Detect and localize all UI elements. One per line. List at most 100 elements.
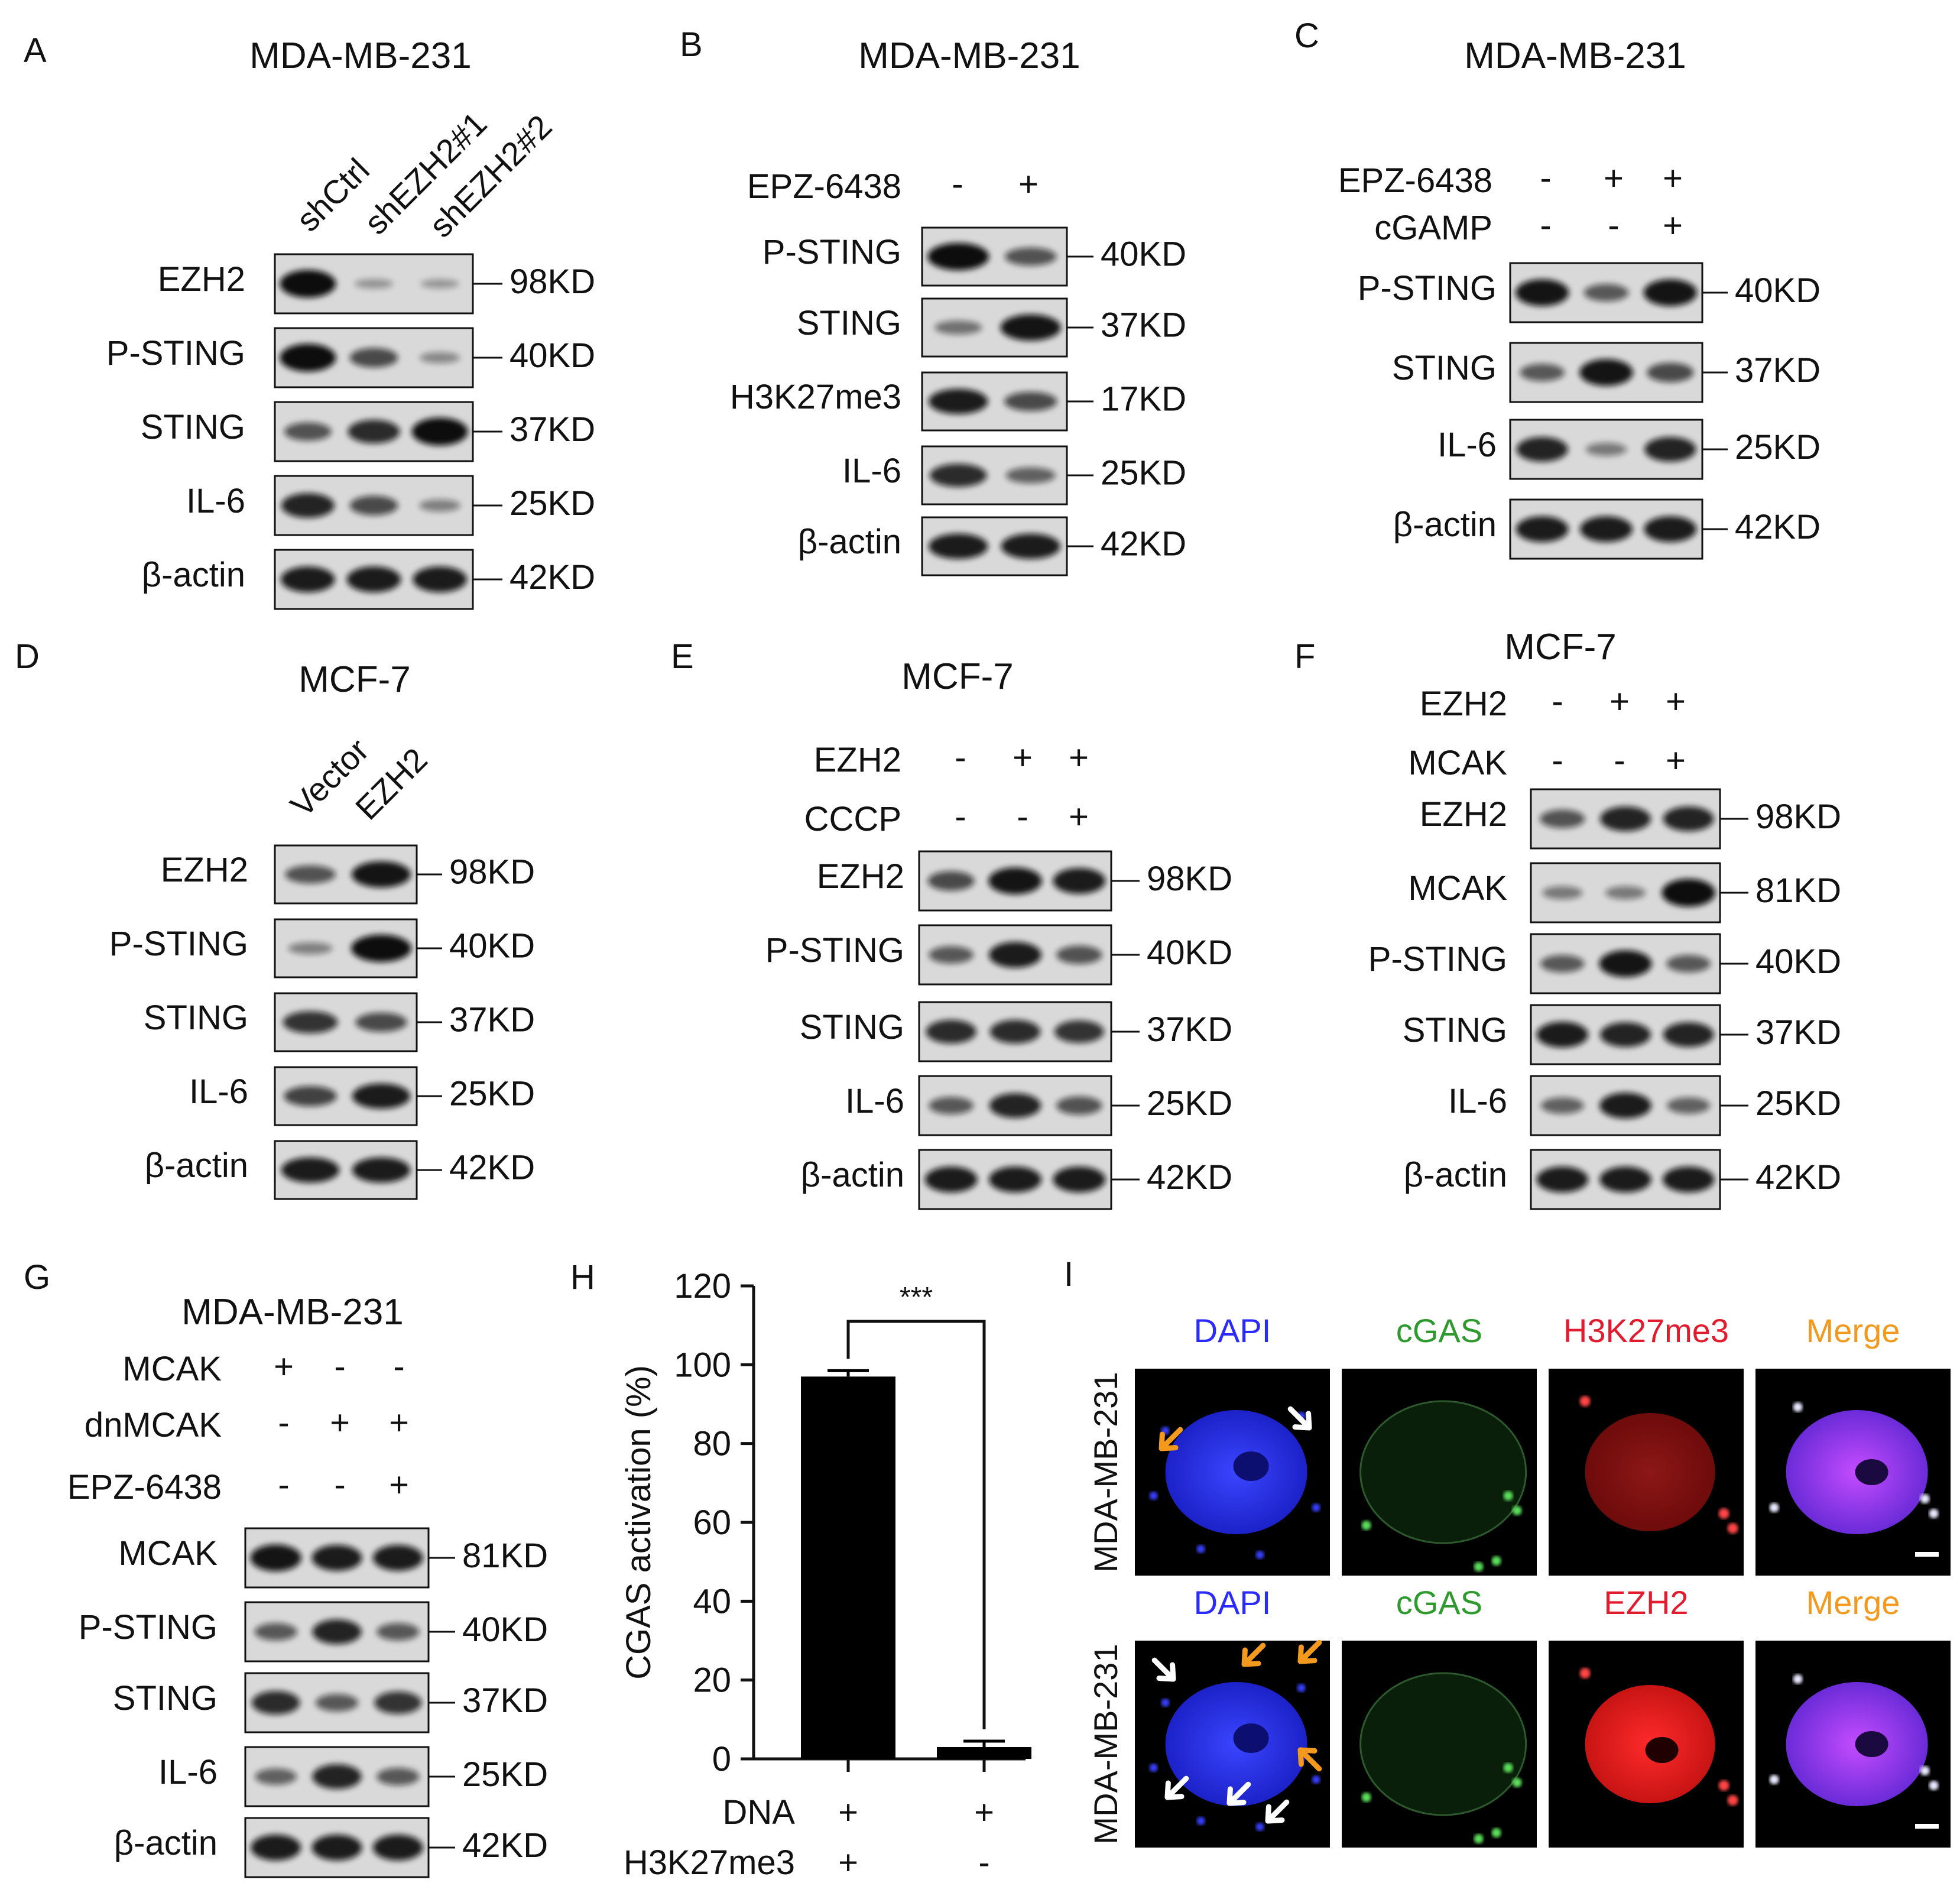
blot-row: P-STING 40KD [109, 918, 535, 978]
condition-sign: - [278, 1466, 289, 1504]
molecular-weight-label: 40KD [462, 1610, 548, 1649]
channel-label: cGAS [1396, 1584, 1482, 1621]
significance-bracket [846, 1320, 986, 1729]
blot-band [1056, 1096, 1102, 1115]
blot-band [988, 867, 1042, 895]
molecular-weight-label: 37KD [1101, 306, 1186, 345]
blot-band [374, 1691, 422, 1715]
protein-label: STING [144, 999, 248, 1037]
molecular-weight-label: 37KD [449, 1001, 535, 1039]
blot-band [1056, 945, 1102, 964]
y-axis-label: CGAS activation (%) [619, 1365, 658, 1680]
blot-band [1540, 809, 1585, 828]
protein-label: P-STING [79, 1608, 218, 1647]
blot-row: P-STING 40KD [765, 924, 1232, 986]
blot-band [281, 493, 335, 518]
protein-label: P-STING [106, 334, 245, 372]
lane-labels: shCtrl shEZH2#1 shEZH2#2 [289, 105, 559, 245]
blot-row: β-actin 42KD [142, 549, 595, 610]
row-label: MDA-MB-231 [1087, 1644, 1124, 1844]
blot-row: IL-6 25KD [189, 1066, 535, 1126]
blot-band [349, 348, 398, 368]
blot-band [1583, 284, 1629, 302]
blot-band [372, 1835, 423, 1861]
blot-row: β-actin 42KD [1404, 1149, 1841, 1210]
condition-sign: - [955, 738, 966, 777]
blot-row: β-actin 42KD [798, 516, 1186, 576]
condition-sign: + [389, 1466, 409, 1504]
condition-sign: + [838, 1843, 858, 1882]
blot-band [351, 861, 411, 888]
condition-sign: + [1013, 738, 1033, 777]
blot-band [1540, 1097, 1584, 1114]
blot-row: EZH2 98KD [1420, 788, 1841, 850]
condition-sign: - [955, 798, 966, 836]
molecular-weight-label: 40KD [510, 336, 595, 375]
blot-band [1663, 806, 1714, 831]
condition-label: CCCP [804, 800, 901, 838]
condition-sign: - [1608, 206, 1619, 245]
micrograph-tile [1135, 1641, 1330, 1848]
protein-label: MCAK [118, 1534, 218, 1573]
cell-line-title: MDA-MB-231 [1464, 35, 1686, 76]
condition-sign: - [978, 1843, 989, 1882]
molecular-weight-label: 40KD [1101, 235, 1186, 274]
cell-line-title: MDA-MB-231 [181, 1292, 404, 1333]
molecular-weight-label: 42KD [449, 1149, 535, 1187]
blot-band [352, 1083, 411, 1109]
blot-band [927, 871, 975, 891]
blot-row: MCAK 81KD [118, 1527, 548, 1589]
micrograph-tile [1342, 1369, 1537, 1576]
molecular-weight-label: 42KD [1755, 1158, 1841, 1197]
panel-b: B MDA-MB-231 EPZ-6438 - + P-STING 40KD STING… [680, 25, 1186, 576]
blot-band [1536, 1022, 1589, 1048]
blot-band [315, 1694, 359, 1712]
blot-band [1643, 279, 1698, 306]
cell-line-title: MCF-7 [901, 656, 1013, 697]
protein-label: β-actin [114, 1824, 218, 1862]
molecular-weight-label: 40KD [1735, 271, 1821, 310]
condition-label: DNA [723, 1793, 796, 1832]
orange-arrow-icon [1159, 1427, 1183, 1451]
molecular-weight-label: 17KD [1101, 380, 1186, 419]
cell-line-title: MDA-MB-231 [858, 35, 1080, 76]
panel-letter: E [671, 637, 694, 676]
bar [801, 1376, 895, 1759]
condition-sign: + [1604, 159, 1624, 197]
y-tick-label: 0 [712, 1740, 731, 1778]
condition-sign: + [1663, 159, 1683, 197]
blot-row: STING 37KD [1403, 1004, 1841, 1065]
blot-band [1053, 1166, 1106, 1192]
molecular-weight-label: 98KD [510, 263, 595, 301]
white-arrow-icon [1164, 1775, 1189, 1800]
blot-band [929, 1097, 974, 1114]
blot-band [348, 420, 400, 443]
blot-row: β-actin 42KD [801, 1149, 1232, 1210]
blot-band [1599, 950, 1652, 977]
blot-band [1662, 1166, 1715, 1192]
molecular-weight-label: 42KD [462, 1826, 548, 1865]
molecular-weight-label: 98KD [1147, 860, 1232, 898]
y-tick-label: 60 [693, 1503, 731, 1542]
blot-band [1516, 516, 1569, 542]
molecular-weight-label: 37KD [462, 1681, 548, 1720]
blot-rows: MCAK 81KD P-STING 40KD STING 37KD IL-6 25KD β-ac… [79, 1527, 548, 1878]
blot-band [989, 1093, 1041, 1118]
significance-label: *** [900, 1282, 933, 1313]
condition-label: EPZ-6438 [1338, 161, 1492, 200]
blot-band [1542, 886, 1583, 900]
molecular-weight-label: 37KD [1755, 1013, 1841, 1052]
channel-label: DAPI [1194, 1312, 1271, 1349]
blot-row: β-actin 42KD [145, 1140, 535, 1200]
panel-letter: G [24, 1258, 50, 1297]
panel-c: C MDA-MB-231 EPZ-6438 - + + cGAMP - - + P-STING… [1294, 17, 1821, 560]
blot-row: β-actin 42KD [1393, 498, 1821, 560]
protein-label: EZH2 [1420, 795, 1507, 834]
molecular-weight-label: 25KD [449, 1075, 535, 1113]
molecular-weight-label: 42KD [1147, 1158, 1232, 1197]
blot-band [1536, 1166, 1589, 1192]
blot-band [283, 1011, 338, 1033]
blot-band [1599, 1093, 1651, 1119]
blot-band [419, 499, 461, 512]
